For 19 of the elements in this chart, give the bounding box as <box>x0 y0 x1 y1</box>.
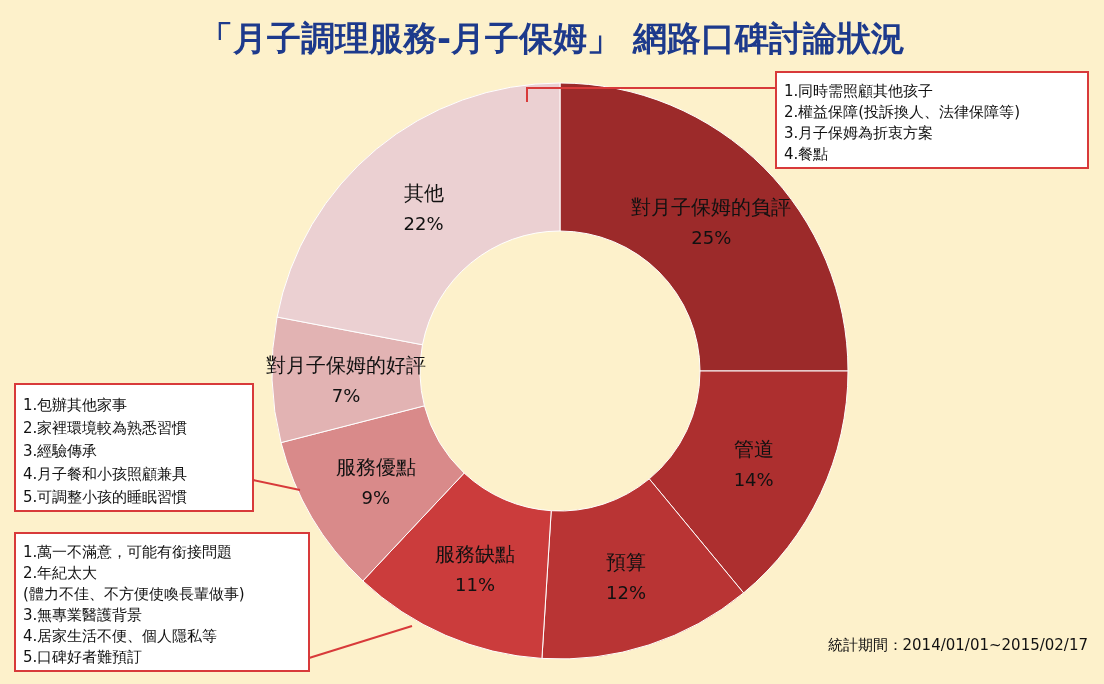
slice-label: 預算 <box>606 549 647 574</box>
slice-label: 其他 <box>403 181 444 206</box>
data-label: 7% <box>331 384 361 406</box>
slice-label: 對月子保姆的好評 <box>266 352 427 377</box>
slice-label: 管道 <box>733 437 774 462</box>
data-label: 9% <box>361 486 391 508</box>
text: 統計期間：2014/01/01~2015/02/17 <box>827 636 1088 654</box>
data-label: 12% <box>606 581 647 603</box>
text: 1.包辦其他家事 2.家裡環境較為熟悉習慣 3.經驗傳承 4.月子餐和小孩照顧兼具 5.可調整小孩的睡眠習慣 <box>23 395 188 506</box>
data-label: 25% <box>691 226 732 248</box>
title: 「月子調理服務-月子保姆」 網路口碑討論狀況 <box>199 18 905 58</box>
text: 1.萬一不滿意，可能有銜接問題 2.年紀太大 (體力不佳、不方便使喚長輩做事) 3.無專業醫護背景 4.居家生活不便、個人隱私等 5.口碑好者難預訂 <box>23 543 245 667</box>
data-label: 22% <box>403 213 444 235</box>
text: 1.同時需照顧其他孩子 2.權益保障(投訴換人、法律保障等) 3.月子保姆為折衷方案 4.餐點 <box>784 82 1021 164</box>
slice-label: 對月子保姆的負評 <box>631 194 792 219</box>
slice-label: 服務缺點 <box>435 542 516 567</box>
slice-label: 服務優點 <box>335 454 416 479</box>
data-label: 11% <box>455 574 496 596</box>
data-label: 14% <box>733 469 774 491</box>
